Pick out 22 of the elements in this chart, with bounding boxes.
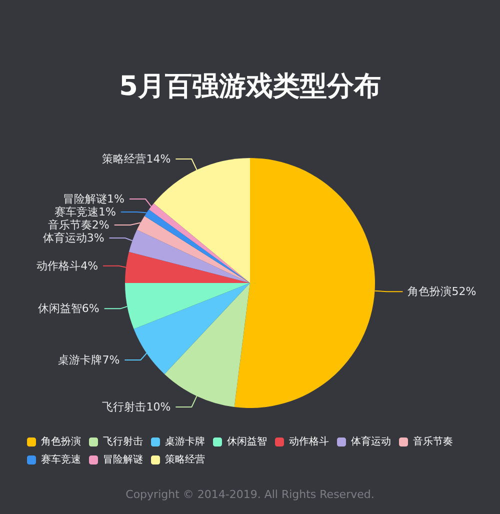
legend-label: 桌游卡牌 (165, 436, 205, 448)
category-label: 动作格斗4% (36, 259, 98, 272)
legend-label: 赛车竞速 (41, 454, 81, 466)
category-label: 飞行射击10% (102, 400, 171, 414)
category-label: 休闲益智6% (38, 302, 100, 316)
legend-label: 体育运动 (351, 436, 391, 448)
chart-title: 5月百强游戏类型分布 (119, 71, 381, 102)
category-label: 角色扮演52% (408, 285, 476, 298)
legend-label: 飞行射击 (103, 436, 143, 448)
legend-label: 休闲益智 (227, 436, 267, 448)
category-label: 音乐节奏2% (48, 218, 110, 232)
text: Copyright © 2014-2019. All Rights Reserved. (126, 488, 374, 501)
legend-label: 策略经营 (165, 454, 205, 466)
legend-label: 角色扮演 (41, 436, 81, 448)
legend-label: 音乐节奏 (413, 436, 453, 448)
category-label: 冒险解谜1% (63, 192, 124, 206)
category-label: 赛车竞速1% (54, 206, 116, 219)
category-label: 体育运动3% (42, 232, 104, 245)
legend-label: 动作格斗 (289, 436, 329, 448)
category-label: 桌游卡牌7% (58, 354, 120, 367)
category-label: 策略经营14% (102, 152, 171, 166)
legend-label: 冒险解谜 (103, 454, 143, 466)
